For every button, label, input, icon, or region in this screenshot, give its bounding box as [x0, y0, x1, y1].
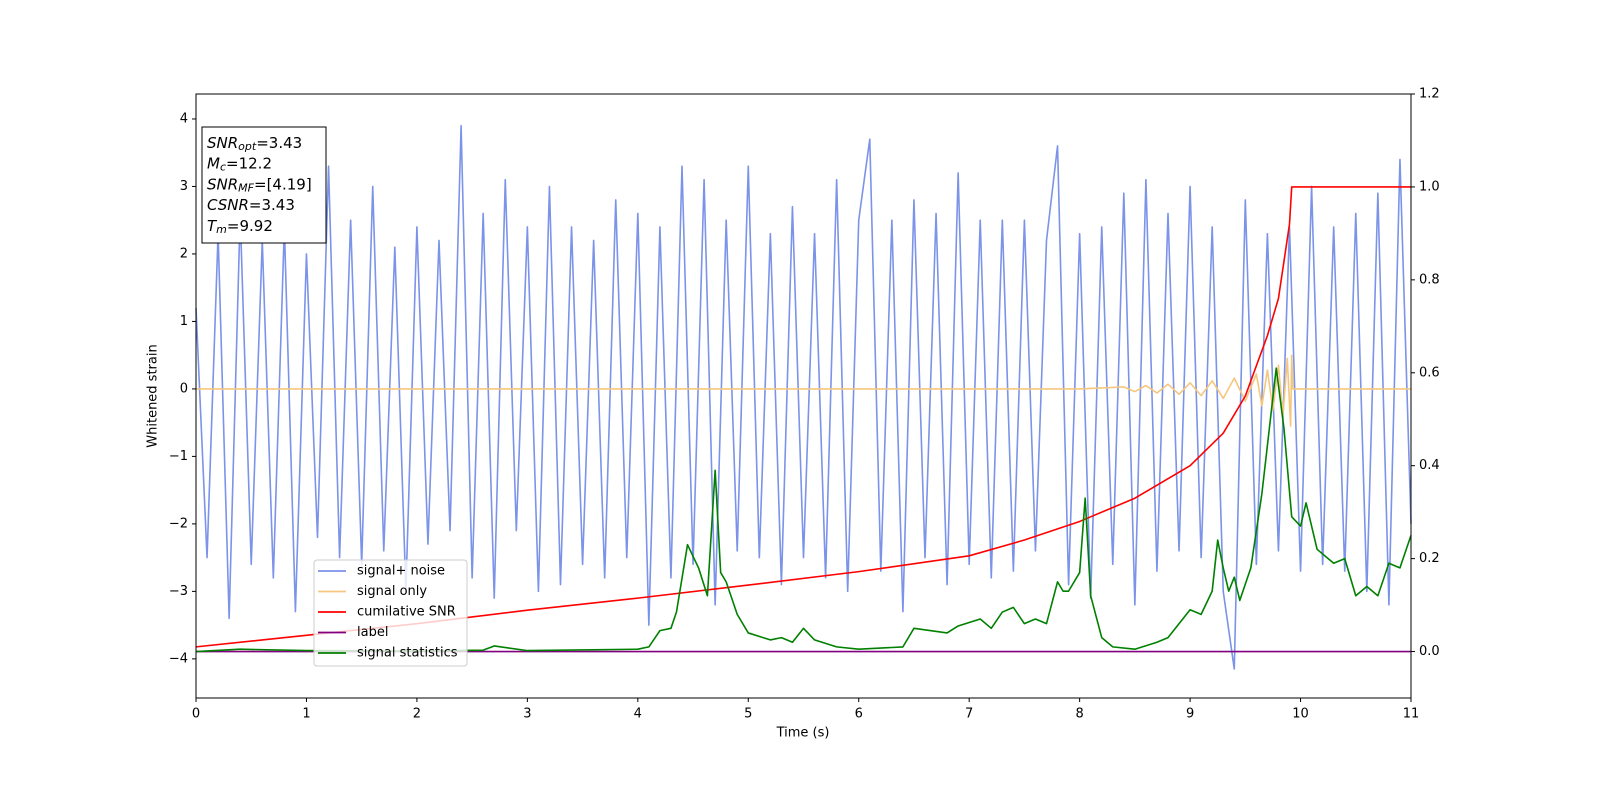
- annotation-text: =3.43: [256, 134, 302, 152]
- annotation-line: CSNR=3.43: [207, 196, 295, 214]
- legend-label: signal+ noise: [357, 564, 445, 579]
- series-line: [195, 367, 1412, 653]
- x-tick-label: 4: [634, 707, 642, 722]
- legend-label: signal only: [357, 584, 427, 599]
- y-tick-label: −3: [169, 584, 188, 599]
- annotation-text: =12.2: [226, 154, 272, 172]
- annotation-text: =3.43: [249, 196, 295, 214]
- annotation-box: SNRopt=3.43Mc=12.2SNRMF=[4.19]CSNR=3.43T…: [201, 126, 327, 244]
- y-tick-label: −1: [169, 449, 188, 464]
- x-tick-label: 6: [855, 707, 863, 722]
- y-tick-label: 1: [180, 314, 188, 329]
- annotation-symbol: M: [207, 154, 220, 172]
- legend-label: label: [357, 625, 388, 640]
- x-tick-label: 7: [965, 707, 973, 722]
- y-axis-label: Whitened strain: [146, 344, 161, 447]
- annotation-symbol: T: [207, 216, 218, 234]
- y-tick-label: 4: [180, 111, 188, 126]
- x-tick-label: 8: [1075, 707, 1083, 722]
- legend-label: cumilative SNR: [357, 605, 456, 620]
- y-tick-label: 0: [180, 381, 188, 396]
- x-tick-label: 9: [1186, 707, 1194, 722]
- legend-frame: [313, 559, 468, 667]
- annotation-symbol: SNR: [207, 175, 238, 193]
- x-tick-label: 2: [413, 707, 421, 722]
- y2-tick-label: 0.4: [1419, 458, 1440, 473]
- y-tick-label: −2: [169, 516, 188, 531]
- annotation-symbol: CSNR: [207, 196, 249, 214]
- y-tick-label: 3: [180, 179, 188, 194]
- annotation-subscript: m: [216, 223, 227, 236]
- y2-tick-label: 1.2: [1419, 87, 1440, 102]
- y-tick-label: 2: [180, 246, 188, 261]
- x-tick-label: 11: [1403, 707, 1420, 722]
- annotation-line: SNRMF=[4.19]: [207, 175, 312, 195]
- annotation-subscript: c: [220, 161, 226, 174]
- plot-frame: [195, 93, 1412, 699]
- legend-label: signal statistics: [357, 646, 458, 661]
- annotation-text: =[4.19]: [254, 175, 312, 193]
- x-tick-label: 10: [1292, 707, 1309, 722]
- annotation-subscript: MF: [238, 181, 254, 194]
- annotation-subscript: opt: [238, 140, 257, 153]
- x-tick-label: 0: [192, 707, 200, 722]
- legend: signal+ noise signal only cumilative SNR la…: [313, 559, 468, 667]
- x-tick-label: 3: [523, 707, 531, 722]
- x-tick-label: 1: [302, 707, 310, 722]
- x-axis-label: Time (s): [776, 726, 830, 741]
- y2-tick-label: 0.8: [1419, 272, 1440, 287]
- series-line: [195, 186, 1411, 648]
- y2-tick-label: 0.0: [1419, 644, 1440, 659]
- annotation-line: SNRopt=3.43: [207, 134, 302, 154]
- y2-tick-label: 1.0: [1419, 179, 1440, 194]
- x-tick-label: 5: [744, 707, 752, 722]
- y2-tick-label: 0.2: [1419, 551, 1440, 566]
- annotation-symbol: SNR: [207, 134, 238, 152]
- y2-tick-label: 0.6: [1419, 365, 1440, 380]
- series-line: [195, 124, 1412, 670]
- annotation-line: Mc=12.2: [207, 154, 272, 174]
- annotation-frame: [201, 126, 327, 244]
- annotation-line: Tm=9.92: [207, 216, 273, 236]
- annotation-text: =9.92: [227, 216, 273, 234]
- series-line: [196, 354, 1411, 427]
- y-tick-label: −4: [169, 651, 188, 666]
